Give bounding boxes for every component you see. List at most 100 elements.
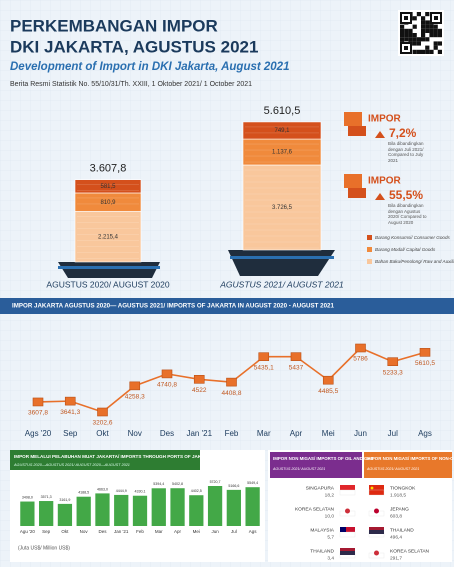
flag-stripe (369, 530, 384, 534)
chart-title: IMPOR MELALUI PELABUHAN MUAT JAKARTA/ IM… (14, 454, 214, 459)
flag (340, 527, 355, 532)
qr-code (398, 10, 444, 56)
value-label: 5549,4 (247, 481, 258, 485)
bar (76, 496, 91, 526)
value-label: 3.726,5 (272, 205, 293, 211)
qr-finder (404, 46, 408, 50)
highlight-label: IMPOR (368, 114, 402, 125)
qr-cell (425, 24, 430, 29)
value-label: 4402,5 (191, 489, 202, 493)
bar (245, 487, 260, 526)
value-label: 749,1 (274, 128, 290, 134)
x-tick-label: Jul (231, 529, 237, 534)
bar (226, 489, 241, 526)
marker (32, 397, 44, 407)
flag-emblem (374, 508, 379, 514)
country-value: 496,4 (390, 534, 402, 540)
qr-cell (412, 41, 417, 46)
qr-cell (425, 20, 430, 25)
banner (0, 298, 454, 314)
x-tick-label: Nov (80, 529, 89, 534)
x-tick-label: Ags (418, 429, 432, 438)
qr-cell (425, 45, 430, 50)
chart-title: IMPOR JAKARTA AGUSTUS 2020— AGUSTUS 2021… (12, 303, 334, 310)
qr-cell (404, 33, 409, 38)
value-label: 4522 (192, 387, 207, 394)
value-label: 4330,1 (135, 490, 146, 494)
marker (322, 375, 334, 385)
marker (419, 348, 431, 357)
value-label: 5402,8 (172, 482, 183, 486)
legend-swatch (367, 247, 372, 252)
x-tick-label: Jun (354, 429, 367, 438)
value-label: 4188,5 (78, 491, 89, 495)
qr-cell (433, 24, 438, 29)
country-name: JEPANG (390, 506, 409, 512)
country-value: 3,4 (327, 555, 334, 561)
panel-title: IMPOR NON MIGAS/ IMPORTS OF NON-OIL AND … (367, 456, 454, 461)
qr-cell (437, 33, 442, 38)
legend-label: Bahan Baku/Penolong/ Raw and Auxiliary M… (375, 259, 454, 264)
marker (355, 343, 366, 353)
value-label: 4663,0 (97, 487, 108, 491)
qr-cell (412, 49, 417, 54)
note: Bila dibandingkan dengan Agustus 2020/ C… (388, 203, 427, 225)
qr-cell (433, 28, 438, 33)
value-label: 3641,3 (60, 409, 80, 416)
x-tick-label: Jun (211, 529, 219, 534)
qr-cell (408, 37, 413, 42)
value-label: 3571,3 (41, 495, 52, 499)
country-value: 1.918,5 (390, 492, 406, 498)
marker (226, 377, 237, 387)
category-label: AGUSTUS 2021/ AUGUST 2021 (219, 279, 344, 289)
title: PERKEMBANGAN IMPOR (10, 16, 218, 35)
qr-cell (408, 28, 413, 33)
country-value: 18,2 (325, 492, 335, 498)
qr-cell (400, 24, 405, 29)
qr-cell (404, 28, 409, 33)
legend-swatch (367, 235, 372, 240)
qr-cell (421, 24, 426, 29)
bar-segment (74, 179, 142, 194)
value-label: 581,5 (100, 184, 116, 190)
value-label: 4740,8 (157, 382, 177, 389)
qr-cell (416, 49, 421, 54)
up-arrow (375, 131, 385, 138)
bar (207, 486, 223, 526)
qr-cell (437, 41, 442, 46)
country-name: MALAYSIA (310, 527, 334, 533)
qr-cell (400, 37, 405, 42)
legend-label: Barang Modal/ Capital Goods (375, 247, 436, 252)
x-tick-label: Sep (63, 429, 78, 438)
ship (58, 262, 160, 278)
release: Berita Resmi Statistik No. 55/10/31/Th. … (10, 81, 252, 88)
x-tick-label: Apr (290, 429, 303, 438)
flag-emblem (345, 508, 350, 514)
qr-cell (416, 37, 421, 42)
value-label: 4408,8 (222, 390, 242, 397)
x-tick-label: Mar (257, 429, 271, 438)
x-tick-label: Feb (225, 429, 239, 438)
marker (258, 352, 270, 361)
qr-cell (421, 37, 426, 42)
qr-cell (412, 37, 417, 42)
ship (228, 250, 335, 276)
note: (Juta US$/ Million US$) (18, 545, 70, 551)
bar-segment (242, 164, 322, 251)
bar-segment (74, 211, 142, 263)
country-name: THAILAND (390, 527, 414, 533)
marker (290, 352, 302, 361)
qr-cell (425, 12, 430, 17)
panel-title: IMPOR NON MIGAS/ IMPORTS OF OIL AND GAS (273, 456, 374, 461)
bar (114, 494, 129, 526)
title: DKI JAKARTA, AGUSTUS 2021 (10, 37, 258, 56)
qr-cell (429, 49, 434, 54)
value-label: 3161,9 (59, 498, 70, 502)
country-name: TIONGKOK (390, 485, 416, 491)
flag (340, 485, 355, 490)
qr-cell (437, 28, 442, 33)
x-tick-label: Jan '21 (114, 529, 129, 534)
note: Bila dibandingkan dengan Juli 2021/ Comp… (388, 141, 424, 163)
x-tick-label: Agu '20 (20, 529, 36, 534)
